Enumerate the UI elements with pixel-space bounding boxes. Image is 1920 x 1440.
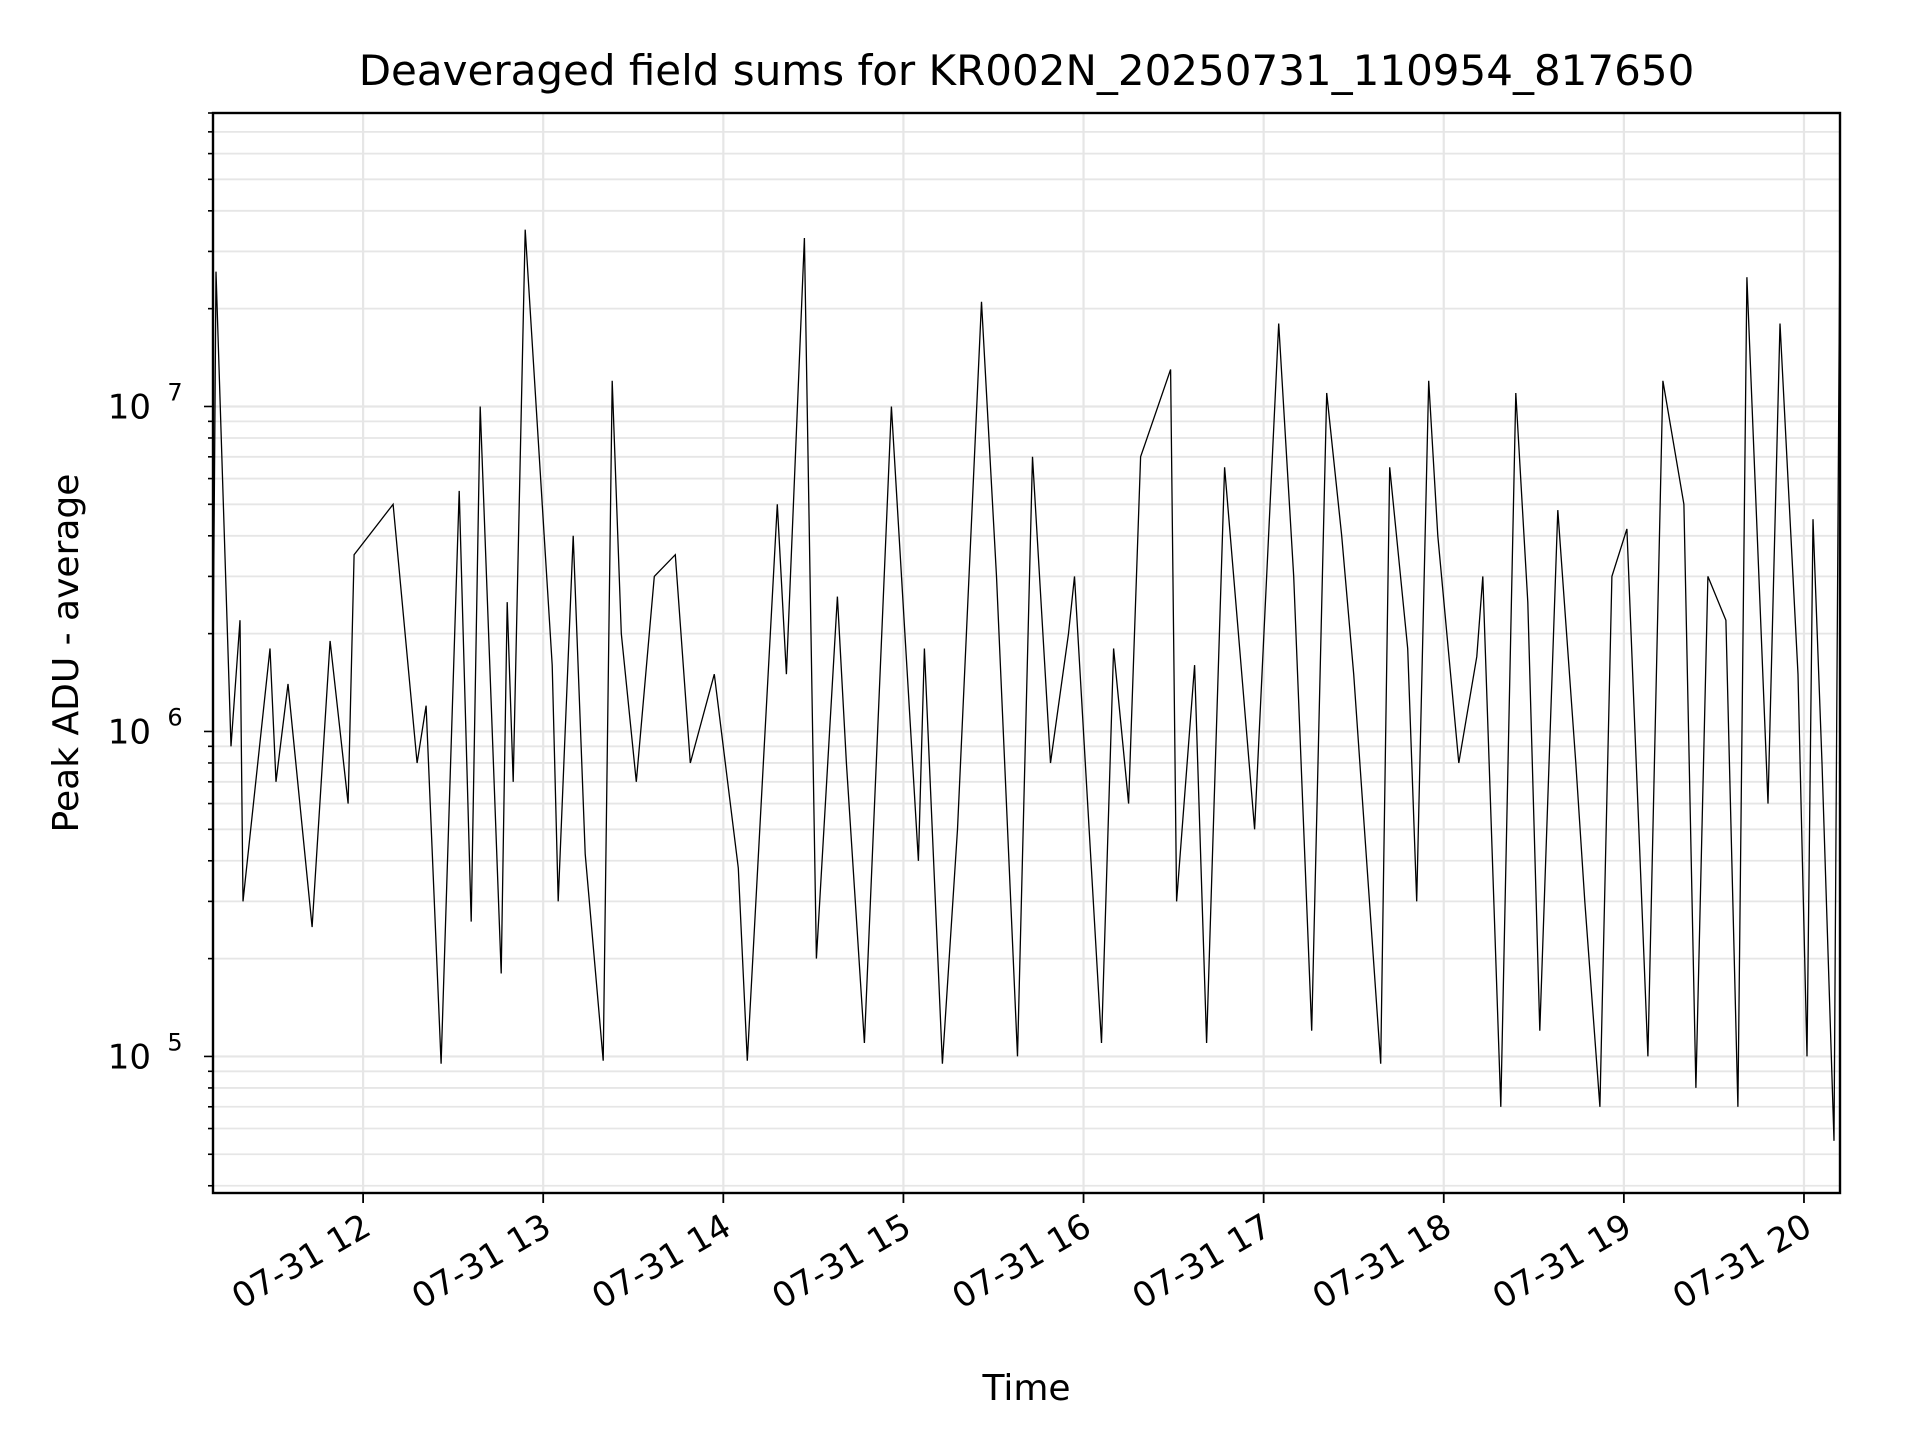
y-tick-label: 10: [108, 1037, 151, 1077]
x-axis-label: Time: [981, 1368, 1070, 1409]
x-tick-label: 07-31 18: [1306, 1206, 1458, 1317]
chart-title: Deaveraged field sums for KR002N_2025073…: [359, 46, 1695, 95]
y-tick-exponent: 7: [167, 378, 182, 406]
y-tick-exponent: 6: [167, 703, 182, 731]
series-line-group: [212, 210, 1841, 1141]
y-axis: 10 5 10 6 10 7: [108, 112, 213, 1187]
x-tick-label: 07-31 12: [225, 1206, 377, 1317]
y-axis-label: Peak ADU - average: [46, 474, 87, 833]
y-tick-exponent: 5: [167, 1028, 182, 1056]
series-line: [212, 210, 1841, 1141]
x-tick-label: 07-31 20: [1666, 1206, 1818, 1317]
y-tick-label: 10: [108, 712, 151, 752]
x-tick-label: 07-31 15: [766, 1206, 918, 1317]
x-axis: 07-31 12 07-31 13 07-31 14 07-31 15 07-31 16…: [225, 1193, 1818, 1317]
y-tick-label: 10: [108, 387, 151, 427]
x-tick-label: 07-31 19: [1486, 1206, 1638, 1317]
plot-frame: [211, 111, 1842, 1195]
grid-lines: [213, 112, 1840, 1193]
x-tick-label: 07-31 16: [946, 1206, 1098, 1317]
x-tick-label: 07-31 17: [1126, 1206, 1278, 1317]
x-tick-label: 07-31 14: [585, 1206, 737, 1317]
x-tick-label: 07-31 13: [405, 1206, 557, 1317]
